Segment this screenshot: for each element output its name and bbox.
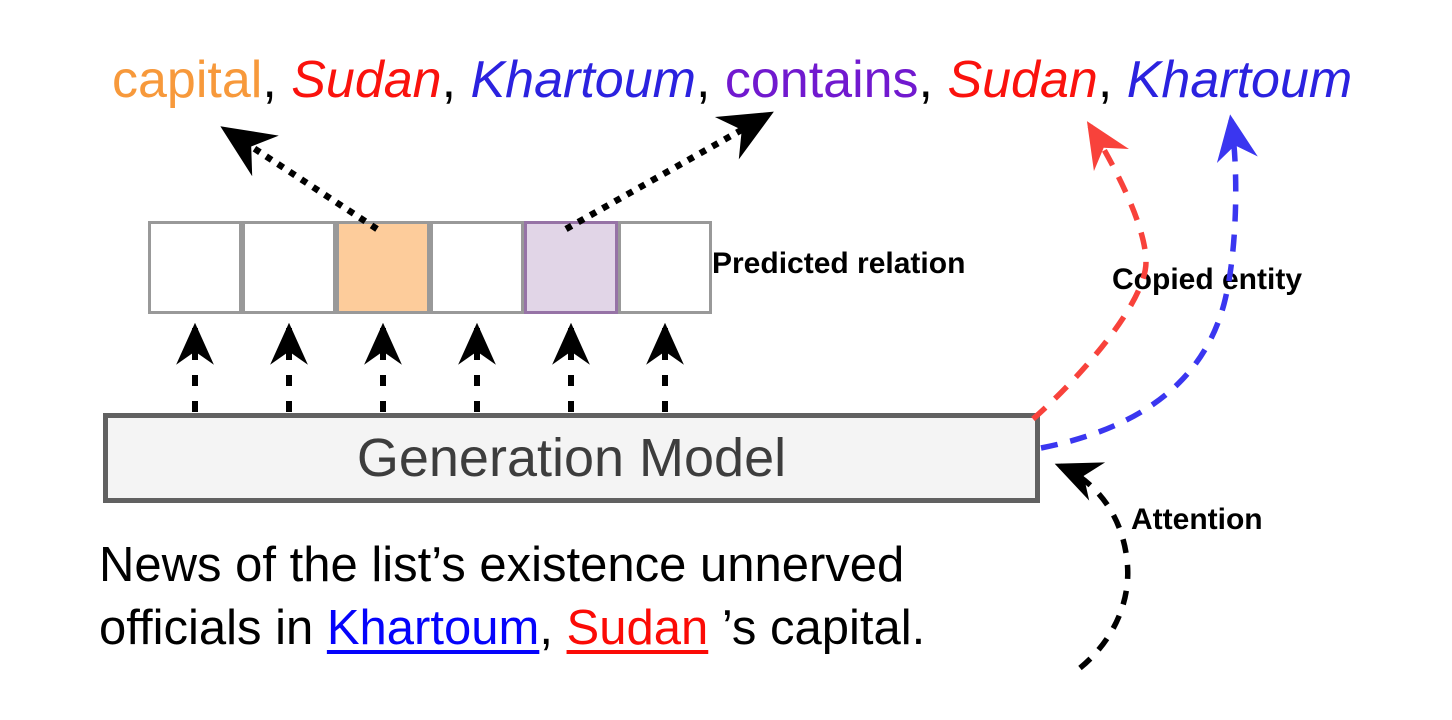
generation-model-title: Generation Model — [356, 428, 787, 488]
copied-entity-label: Copied entity — [1112, 263, 1303, 296]
prediction-cell — [336, 221, 430, 314]
prediction-cell — [148, 221, 242, 314]
attention-arrow — [1054, 462, 1131, 671]
prediction-cell — [524, 221, 618, 314]
prediction-cell — [430, 221, 524, 314]
sequence-token: Sudan — [291, 51, 442, 109]
sequence-token: Sudan — [947, 51, 1098, 109]
predicted-relation-label: Predicted relation — [712, 247, 966, 280]
sentence-text: , — [539, 601, 567, 655]
sequence-token: contains — [724, 51, 919, 109]
input-sentence-line1: News of the list’s existence unnerved — [99, 534, 925, 597]
sentence-text: ’s capital. — [708, 601, 926, 655]
sequence-token: capital — [112, 51, 263, 109]
relation-arrow-contains — [564, 111, 774, 232]
input-sentence-line2: officials in Khartoum, Sudan ’s capital. — [99, 597, 925, 660]
sequence-separator: , — [262, 51, 292, 109]
entity-mention: Khartoum — [326, 601, 540, 655]
sentence-text: News of the list’s existence unnerved — [99, 538, 905, 592]
relation-arrow-capital — [220, 126, 379, 232]
generation-model-box: Generation Model — [103, 413, 1040, 503]
sequence-separator: , — [695, 51, 725, 109]
prediction-cell — [242, 221, 336, 314]
sequence-separator: , — [1097, 51, 1127, 109]
attention-label: Attention — [1131, 503, 1263, 536]
sequence-token: Khartoum — [1126, 51, 1353, 109]
output-sequence: capital, Sudan, Khartoum, contains, Suda… — [112, 50, 1352, 110]
input-sentence: News of the list’s existence unnerved of… — [99, 534, 925, 660]
prediction-cells-row — [148, 221, 712, 314]
sequence-token: Khartoum — [470, 51, 696, 109]
prediction-cell — [618, 221, 712, 314]
entity-mention: Sudan — [566, 601, 709, 655]
sequence-separator: , — [918, 51, 948, 109]
sentence-text: officials in — [99, 601, 327, 655]
sequence-separator: , — [441, 51, 471, 109]
